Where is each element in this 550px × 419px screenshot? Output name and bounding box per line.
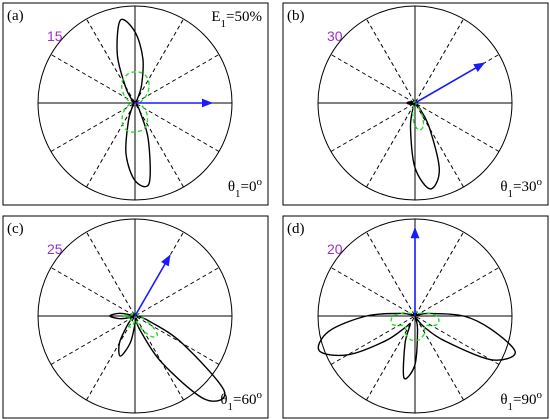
scale-label: 15 xyxy=(47,28,63,44)
annotation: θ1=90o xyxy=(500,389,542,413)
annotation-part: θ xyxy=(500,179,507,195)
arrow xyxy=(414,62,486,104)
spoke xyxy=(50,267,220,365)
annotation-part: θ xyxy=(228,179,235,195)
spoke xyxy=(50,54,220,152)
annotation-part: =90 xyxy=(513,392,536,408)
annotation: θ1=0o xyxy=(228,176,263,200)
curve xyxy=(116,18,151,188)
annotation: θ1=60o xyxy=(220,389,262,413)
annotation-part: θ xyxy=(220,392,227,408)
annotation-part: 1 xyxy=(228,401,234,413)
panel: (d) 20 θ1=90o xyxy=(282,215,549,419)
spoke xyxy=(330,267,500,365)
arrow xyxy=(134,254,171,317)
scale-label: 30 xyxy=(327,28,343,44)
panel-frame xyxy=(282,2,549,206)
curve xyxy=(317,312,516,380)
annotation-part: 1 xyxy=(221,18,227,30)
panel-frame xyxy=(2,215,269,419)
annotation-part: =0 xyxy=(241,179,257,195)
panel-frame xyxy=(2,2,269,206)
panel-label: (c) xyxy=(7,221,24,237)
spoke xyxy=(366,231,464,401)
annotation-part: =30 xyxy=(513,179,536,195)
annotation-part: =50% xyxy=(226,9,262,25)
panel-label: (d) xyxy=(287,221,305,237)
panel-frame xyxy=(282,215,549,419)
panel: (c) 25 θ1=60o xyxy=(2,215,269,419)
spoke xyxy=(366,18,464,188)
annotation-part: 1 xyxy=(508,188,514,200)
annotation-part: o xyxy=(537,389,543,401)
annotation-part: θ xyxy=(500,392,507,408)
annotation-part: o xyxy=(257,176,263,188)
scale-label: 20 xyxy=(327,241,343,257)
spoke xyxy=(330,54,500,152)
spoke xyxy=(50,54,220,152)
curve xyxy=(406,100,441,190)
annotation: E1=50% xyxy=(211,9,262,30)
spoke xyxy=(86,18,184,188)
panel-label: (b) xyxy=(287,8,305,24)
spoke xyxy=(86,18,184,188)
spoke xyxy=(366,231,464,401)
annotation-part: o xyxy=(257,389,263,401)
annotation-part: 1 xyxy=(508,401,514,413)
spoke xyxy=(86,231,184,401)
annotation-part: 1 xyxy=(235,188,241,200)
panel: (b) 30 θ1=30o xyxy=(282,2,549,206)
scale-label: 25 xyxy=(47,241,63,257)
spoke xyxy=(50,267,220,365)
annotation-part: E xyxy=(211,9,220,25)
annotation-part: o xyxy=(537,176,543,188)
curve xyxy=(109,312,226,402)
annotation-part: =60 xyxy=(233,392,256,408)
panel-label: (a) xyxy=(7,8,24,24)
spoke xyxy=(330,267,500,365)
annotation: θ1=30o xyxy=(500,176,542,200)
spoke xyxy=(366,18,464,188)
